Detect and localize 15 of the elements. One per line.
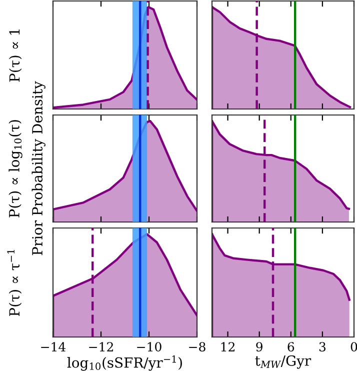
text: Prior Probability Density xyxy=(32,81,46,256)
x-tick-label: 9 xyxy=(256,342,262,352)
x-tick-label: −10 xyxy=(137,342,162,352)
y-axis-title: P(τ) ∝ log$_{10}$(τ) xyxy=(8,120,22,218)
x-tick-label: −12 xyxy=(89,342,113,352)
x-axis-title: t$_{MW}$/Gyr xyxy=(255,355,312,369)
y-axis-title: P(τ) ∝ τ$^{−1}$ xyxy=(7,250,22,316)
x-tick-label: 0 xyxy=(350,342,357,352)
x-axis-title: log$_{10}$(sSFR/yr$^{−1}$) xyxy=(67,355,182,371)
x-tick-label: 12 xyxy=(221,342,235,352)
y-axis-title: P(τ) ∝ 1 xyxy=(9,30,22,82)
x-tick-label: −8 xyxy=(189,342,206,352)
x-tick-label: −14 xyxy=(41,342,66,352)
x-tick-label: 3 xyxy=(319,342,326,352)
x-tick-label: 6 xyxy=(288,342,294,352)
